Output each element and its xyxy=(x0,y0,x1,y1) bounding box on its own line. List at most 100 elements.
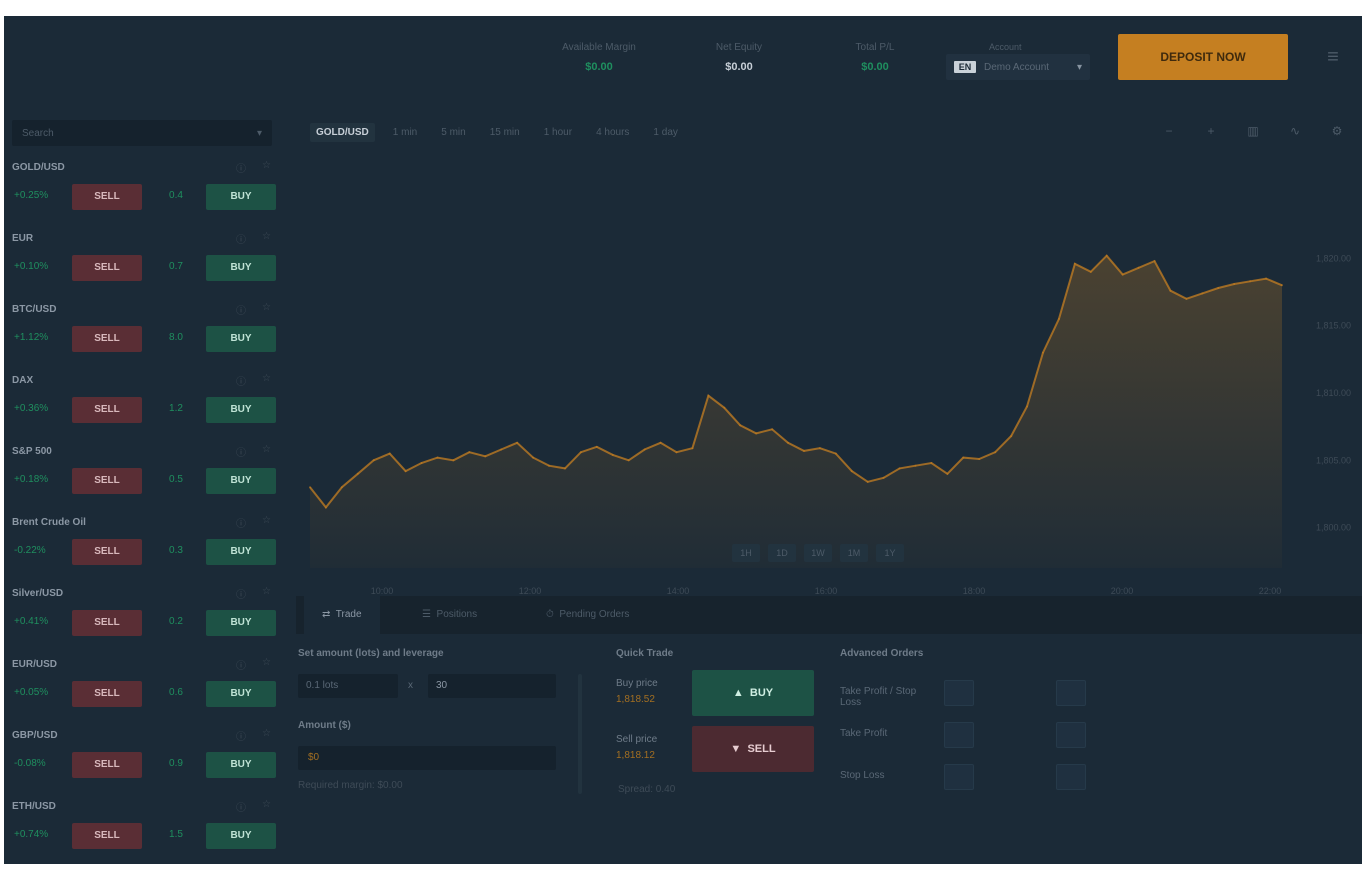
zoom-button[interactable]: 1D xyxy=(768,544,796,562)
instrument-row[interactable]: GOLD/USD ⓘ ☆ +0.25% SELL 0.4 BUY xyxy=(10,160,278,232)
advanced-order-value[interactable] xyxy=(1056,722,1086,748)
tab-pending-orders[interactable]: ⏱ Pending Orders xyxy=(528,596,647,634)
plus-icon[interactable]: + xyxy=(1207,124,1215,138)
star-icon[interactable]: ☆ xyxy=(262,373,271,384)
info-icon[interactable]: ⓘ xyxy=(236,235,246,246)
instrument-change: +0.05% xyxy=(14,687,49,698)
advanced-order-value[interactable] xyxy=(1056,680,1086,706)
quick-sell-row: Sell price 1,818.12 ▼ SELL xyxy=(616,726,816,772)
sell-button[interactable]: SELL xyxy=(72,397,142,423)
instrument-row[interactable]: EUR ⓘ ☆ +0.10% SELL 0.7 BUY xyxy=(10,231,278,303)
price-point xyxy=(1137,266,1140,269)
advanced-order-toggle[interactable] xyxy=(944,764,974,790)
timeframe-button[interactable]: 5 min xyxy=(441,126,466,138)
instrument-row[interactable]: EUR/USD ⓘ ☆ +0.05% SELL 0.6 BUY xyxy=(10,657,278,729)
amount-input[interactable]: $0 xyxy=(298,746,556,770)
info-icon[interactable]: ⓘ xyxy=(236,448,246,459)
sell-button[interactable]: SELL xyxy=(72,539,142,565)
instrument-row[interactable]: DAX ⓘ ☆ +0.36% SELL 1.2 BUY xyxy=(10,373,278,445)
zoom-button[interactable]: 1Y xyxy=(876,544,904,562)
instrument-row[interactable]: BTC/USD ⓘ ☆ +1.12% SELL 8.0 BUY xyxy=(10,302,278,374)
buy-button[interactable]: BUY xyxy=(206,468,276,494)
chart-panel: 1,820.00 1,815.00 1,810.00 1,805.00 1,800.00… xyxy=(296,108,1362,598)
advanced-order-value[interactable] xyxy=(1056,764,1086,790)
candles-icon[interactable]: ▥ xyxy=(1247,124,1259,138)
instrument-change: +0.10% xyxy=(14,261,49,272)
account-label: Account xyxy=(989,42,1022,52)
star-icon[interactable]: ☆ xyxy=(262,728,271,739)
sell-button[interactable]: SELL xyxy=(72,468,142,494)
buy-button[interactable]: BUY xyxy=(206,752,276,778)
search-input[interactable]: Search ▾ xyxy=(12,120,272,146)
sell-button[interactable]: SELL xyxy=(72,326,142,352)
instrument-row[interactable]: Silver/USD ⓘ ☆ +0.41% SELL 0.2 BUY xyxy=(10,586,278,658)
zoom-bar: 1H 1D 1W 1M 1Y xyxy=(732,544,912,562)
buy-button[interactable]: BUY xyxy=(206,610,276,636)
deposit-button[interactable]: DEPOSIT NOW xyxy=(1118,34,1288,80)
info-icon[interactable]: ⓘ xyxy=(236,732,246,743)
x-tick-label: 14:00 xyxy=(667,586,690,596)
star-icon[interactable]: ☆ xyxy=(262,444,271,455)
timeframe-button[interactable]: 15 min xyxy=(489,126,520,138)
buy-button[interactable]: BUY xyxy=(206,539,276,565)
timeframe-button[interactable]: 1 day xyxy=(653,126,678,138)
tab-positions[interactable]: ☰ Positions xyxy=(404,596,495,634)
settings-icon[interactable]: ⚙ xyxy=(1331,124,1343,138)
lots-input[interactable]: 0.1 lots xyxy=(298,674,398,698)
timeframe-button[interactable]: 4 hours xyxy=(596,126,630,138)
star-icon[interactable]: ☆ xyxy=(262,302,271,313)
buy-button[interactable]: BUY xyxy=(206,255,276,281)
leverage-select[interactable]: 30 xyxy=(428,674,556,698)
buy-button[interactable]: BUY xyxy=(206,681,276,707)
hamburger-icon[interactable]: ≡ xyxy=(1327,46,1339,68)
sell-button[interactable]: SELL xyxy=(72,184,142,210)
advanced-order-toggle[interactable] xyxy=(944,680,974,706)
sell-button[interactable]: SELL xyxy=(72,255,142,281)
quick-sell-button[interactable]: ▼ SELL xyxy=(692,726,814,772)
instrument-name: BTC/USD xyxy=(12,304,57,315)
instrument-row[interactable]: GBP/USD ⓘ ☆ -0.08% SELL 0.9 BUY xyxy=(10,728,278,800)
zoom-button[interactable]: 1M xyxy=(840,544,868,562)
star-icon[interactable]: ☆ xyxy=(262,231,271,242)
info-icon[interactable]: ⓘ xyxy=(236,661,246,672)
price-point xyxy=(468,451,471,454)
star-icon[interactable]: ☆ xyxy=(262,515,271,526)
buy-button[interactable]: BUY xyxy=(206,326,276,352)
info-icon[interactable]: ⓘ xyxy=(236,306,246,317)
info-icon[interactable]: ⓘ xyxy=(236,164,246,175)
line-icon[interactable]: ∿ xyxy=(1289,124,1301,138)
star-icon[interactable]: ☆ xyxy=(262,160,271,171)
info-icon[interactable]: ⓘ xyxy=(236,519,246,530)
price-point xyxy=(1105,254,1108,257)
info-icon[interactable]: ⓘ xyxy=(236,590,246,601)
price-point xyxy=(787,441,790,444)
advanced-order-toggle[interactable] xyxy=(944,722,974,748)
buy-button[interactable]: BUY xyxy=(206,184,276,210)
star-icon[interactable]: ☆ xyxy=(262,799,271,810)
minus-icon[interactable]: − xyxy=(1165,124,1173,138)
stat-label: Net Equity xyxy=(715,42,763,53)
sell-button[interactable]: SELL xyxy=(72,752,142,778)
instrument-title[interactable]: GOLD/USD xyxy=(310,122,375,142)
price-chart[interactable]: 1,820.00 1,815.00 1,810.00 1,805.00 1,800.00… xyxy=(296,108,1362,598)
info-icon[interactable]: ⓘ xyxy=(236,377,246,388)
instrument-row[interactable]: S&P 500 ⓘ ☆ +0.18% SELL 0.5 BUY xyxy=(10,444,278,516)
instrument-row[interactable]: Brent Crude Oil ⓘ ☆ -0.22% SELL 0.3 BUY xyxy=(10,515,278,587)
timeframe-button[interactable]: 1 hour xyxy=(543,126,573,138)
zoom-button[interactable]: 1H xyxy=(732,544,760,562)
sell-button[interactable]: SELL xyxy=(72,610,142,636)
star-icon[interactable]: ☆ xyxy=(262,657,271,668)
tab-trade[interactable]: ⇄ Trade xyxy=(304,596,380,634)
timeframe-button[interactable]: 1 min xyxy=(392,126,418,138)
quick-buy-button[interactable]: ▲ BUY xyxy=(692,670,814,716)
sell-button[interactable]: SELL xyxy=(72,823,142,849)
instrument-row[interactable]: ETH/USD ⓘ ☆ +0.74% SELL 1.5 BUY xyxy=(10,799,278,864)
price-point xyxy=(404,470,407,473)
sell-button[interactable]: SELL xyxy=(72,681,142,707)
buy-button[interactable]: BUY xyxy=(206,823,276,849)
account-select[interactable]: EN Demo Account ▾ xyxy=(946,54,1090,80)
buy-button[interactable]: BUY xyxy=(206,397,276,423)
star-icon[interactable]: ☆ xyxy=(262,586,271,597)
info-icon[interactable]: ⓘ xyxy=(236,803,246,814)
zoom-button[interactable]: 1W xyxy=(804,544,832,562)
